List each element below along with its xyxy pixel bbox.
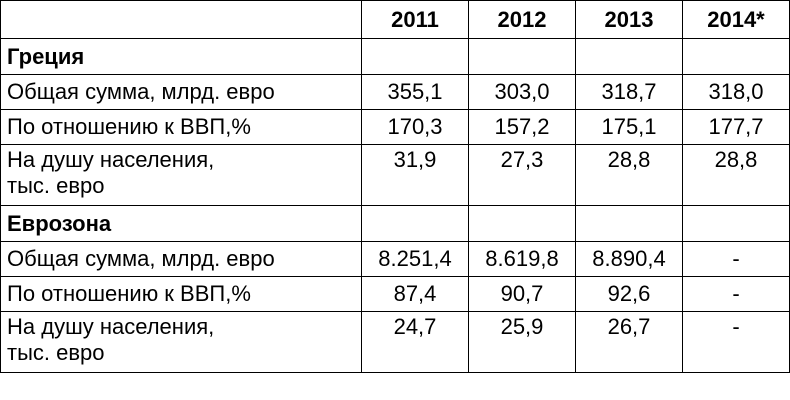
header-year: 2011 [361, 0, 469, 39]
section-empty-cell [468, 205, 576, 242]
section-row: Еврозона [0, 205, 790, 242]
row-label-line: На душу населения, [7, 314, 215, 339]
table-row: По отношению к ВВП,% 170,3 157,2 175,1 1… [0, 109, 790, 145]
table-row: На душу населения, тыс. евро 24,7 25,9 26… [0, 311, 790, 373]
table-row: Общая сумма, млрд. евро 8.251,4 8.619,8 … [0, 241, 790, 277]
row-value: - [682, 311, 790, 373]
table-row: Общая сумма, млрд. евро 355,1 303,0 318,… [0, 74, 790, 110]
row-value: 157,2 [468, 109, 576, 145]
header-row: 2011 2012 2013 2014* [0, 0, 790, 39]
table-row: По отношению к ВВП,% 87,4 90,7 92,6 - [0, 276, 790, 312]
row-value: 31,9 [361, 144, 469, 206]
header-year: 2014* [682, 0, 790, 39]
row-value: 177,7 [682, 109, 790, 145]
row-value: 90,7 [468, 276, 576, 312]
row-value: 25,9 [468, 311, 576, 373]
section-empty-cell [682, 38, 790, 75]
row-value: 318,7 [575, 74, 683, 110]
row-value: 87,4 [361, 276, 469, 312]
section-empty-cell [361, 38, 469, 75]
row-value: 355,1 [361, 74, 469, 110]
row-value: - [682, 241, 790, 277]
row-value: 27,3 [468, 144, 576, 206]
section-row: Греция [0, 38, 790, 75]
row-label-line: тыс. евро [7, 340, 105, 365]
section-empty-cell [682, 205, 790, 242]
row-value: 92,6 [575, 276, 683, 312]
row-value: 318,0 [682, 74, 790, 110]
section-empty-cell [468, 38, 576, 75]
header-corner [0, 0, 362, 39]
row-value: 24,7 [361, 311, 469, 373]
row-label: Общая сумма, млрд. евро [0, 241, 362, 277]
row-label: По отношению к ВВП,% [0, 109, 362, 145]
row-value: 175,1 [575, 109, 683, 145]
row-value: - [682, 276, 790, 312]
row-value: 28,8 [682, 144, 790, 206]
row-label-line: На душу населения, [7, 147, 215, 172]
row-value: 26,7 [575, 311, 683, 373]
section-empty-cell [575, 38, 683, 75]
row-label: На душу населения, тыс. евро [0, 144, 362, 206]
row-value: 8.251,4 [361, 241, 469, 277]
header-year: 2013 [575, 0, 683, 39]
row-label: На душу населения, тыс. евро [0, 311, 362, 373]
row-value: 170,3 [361, 109, 469, 145]
section-title: Еврозона [0, 205, 362, 242]
table-row: На душу населения, тыс. евро 31,9 27,3 28… [0, 144, 790, 206]
row-value: 8.619,8 [468, 241, 576, 277]
row-value: 303,0 [468, 74, 576, 110]
row-label: Общая сумма, млрд. евро [0, 74, 362, 110]
section-empty-cell [575, 205, 683, 242]
section-empty-cell [361, 205, 469, 242]
header-year: 2012 [468, 0, 576, 39]
row-label: По отношению к ВВП,% [0, 276, 362, 312]
section-title: Греция [0, 38, 362, 75]
debt-table: 2011 2012 2013 2014* Греция Общая сумма,… [0, 0, 790, 373]
row-label-line: тыс. евро [7, 173, 105, 198]
row-value: 28,8 [575, 144, 683, 206]
row-value: 8.890,4 [575, 241, 683, 277]
